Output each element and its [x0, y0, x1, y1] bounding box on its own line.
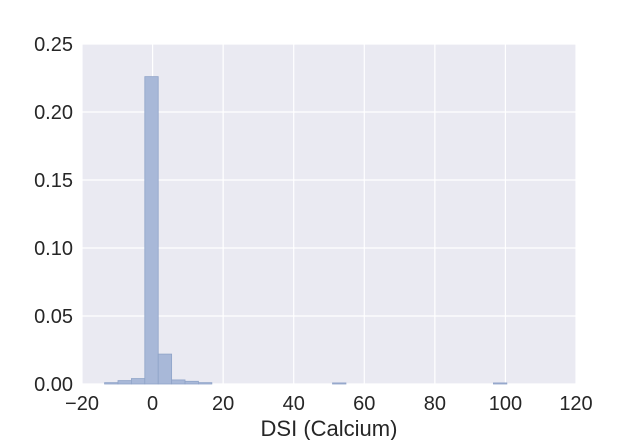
histogram-bar [145, 77, 158, 384]
x-tick-label: 80 [424, 393, 446, 415]
x-tick-label: 0 [147, 393, 158, 415]
histogram-bar [158, 354, 171, 384]
histogram-bar [105, 383, 118, 384]
x-tick-label: 120 [559, 393, 592, 415]
y-tick-labels: 0.00 0.05 0.10 0.15 0.20 0.25 [34, 34, 73, 396]
x-tick-label: 100 [489, 393, 522, 415]
histogram-bar [131, 379, 144, 384]
y-tick-label: 0.05 [34, 306, 73, 328]
x-tick-label: −20 [65, 393, 99, 415]
x-tick-label: 60 [353, 393, 375, 415]
histogram-bar [118, 381, 131, 384]
x-tick-label: 20 [212, 393, 234, 415]
y-tick-label: 0.25 [34, 34, 73, 56]
histogram-bar [198, 383, 211, 384]
x-tick-labels: −20 0 20 40 60 80 100 120 [65, 393, 593, 415]
y-tick-label: 0.15 [34, 170, 73, 192]
y-tick-label: 0.00 [34, 374, 73, 396]
x-tick-label: 40 [283, 393, 305, 415]
y-tick-label: 0.20 [34, 102, 73, 124]
y-tick-label: 0.10 [34, 238, 73, 260]
x-axis-title: DSI (Calcium) [261, 416, 398, 440]
histogram-bar [172, 380, 185, 384]
histogram-bar [493, 383, 506, 384]
histogram-bar [185, 381, 198, 384]
histogram-bar [333, 383, 346, 384]
